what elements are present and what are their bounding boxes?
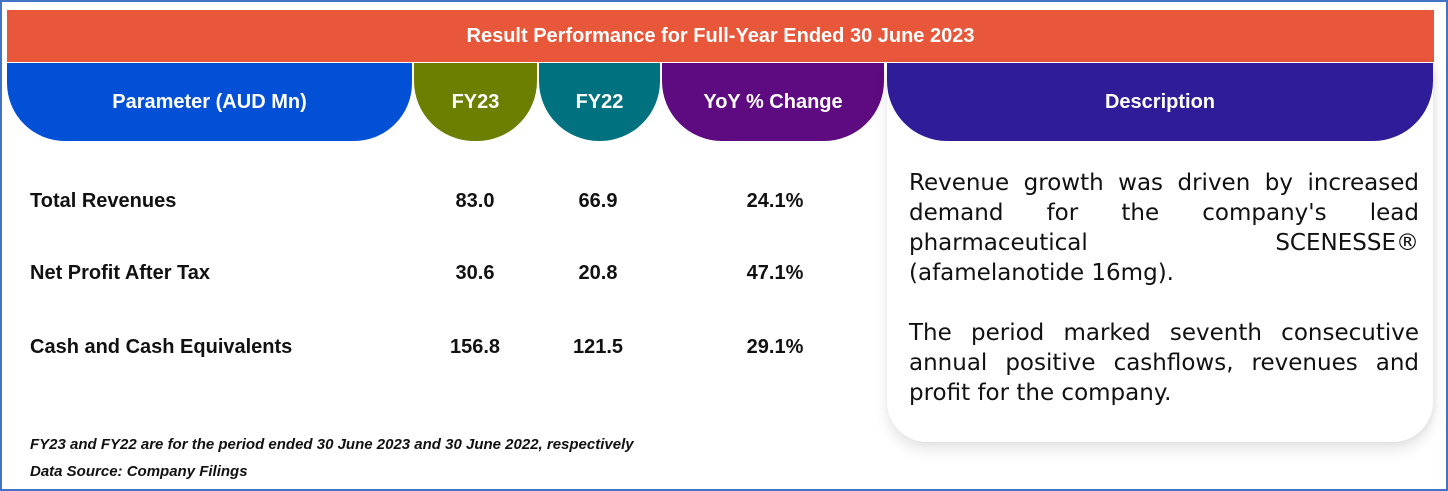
- row-parameter: Net Profit After Tax: [30, 262, 211, 284]
- description-paragraph: The period marked seventh consecutive an…: [909, 320, 1419, 406]
- data-source-footnote: Data Source: Company Filings: [30, 463, 248, 480]
- row-fy22-value: 20.8: [578, 262, 618, 284]
- header-parameter: Parameter (AUD Mn): [7, 63, 412, 141]
- row-yoy-value: 47.1%: [746, 262, 804, 284]
- row-fy23-value: 156.8: [449, 336, 501, 358]
- table-title: Result Performance for Full-Year Ended 3…: [466, 24, 975, 47]
- header-fy22-label: FY22: [575, 90, 624, 113]
- row-fy23-value: 30.6: [455, 262, 495, 284]
- header-fy23-label: FY23: [451, 90, 500, 113]
- row-fy22-value: 121.5: [572, 336, 624, 358]
- description-text: Revenue growth was driven by increased d…: [909, 168, 1419, 408]
- row-yoy-value: 29.1%: [746, 336, 804, 358]
- header-yoy-label: YoY % Change: [703, 90, 843, 113]
- row-fy23-value: 83.0: [455, 190, 495, 212]
- description-paragraph: Revenue growth was driven by increased d…: [909, 170, 1419, 286]
- table-title-banner: Result Performance for Full-Year Ended 3…: [7, 10, 1434, 62]
- header-parameter-label: Parameter (AUD Mn): [112, 90, 307, 113]
- row-yoy-value: 24.1%: [746, 190, 804, 212]
- header-description-label: Description: [1104, 90, 1216, 113]
- row-fy22-value: 66.9: [578, 190, 618, 212]
- period-footnote: FY23 and FY22 are for the period ended 3…: [30, 436, 634, 453]
- header-yoy-change: YoY % Change: [662, 63, 884, 141]
- row-parameter: Total Revenues: [30, 190, 177, 212]
- row-parameter: Cash and Cash Equivalents: [30, 336, 293, 358]
- header-description: Description: [887, 63, 1433, 141]
